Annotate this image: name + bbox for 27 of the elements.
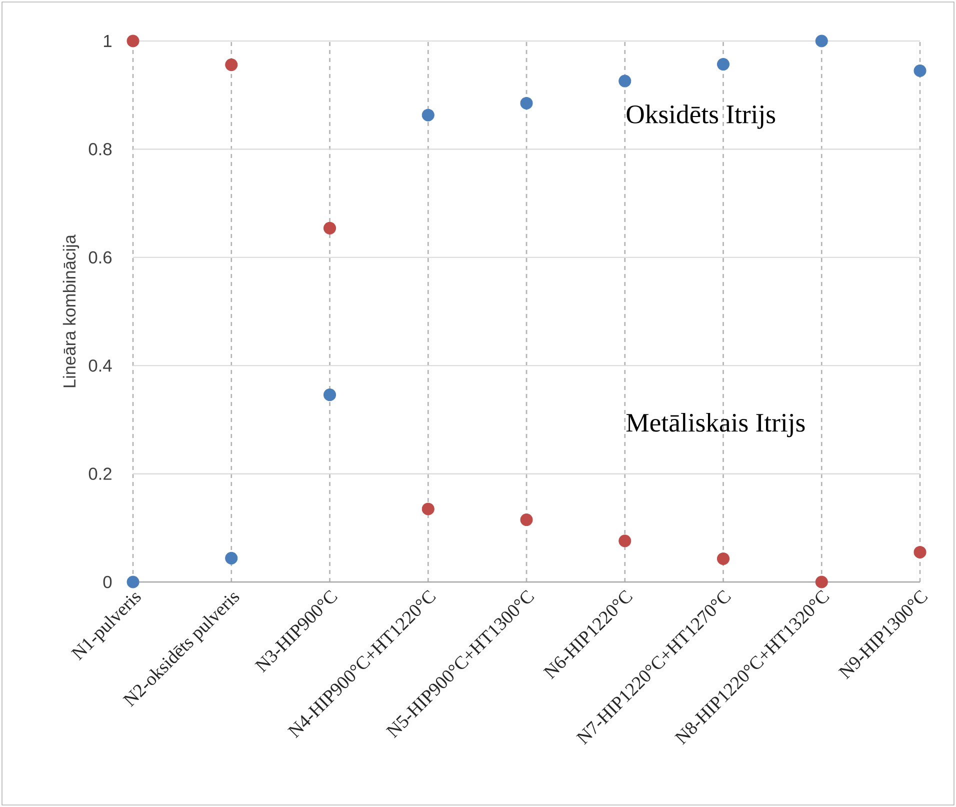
annotation: Metāliskais Itrijs: [626, 413, 805, 438]
point: [914, 546, 926, 559]
point: [520, 96, 533, 110]
point: [815, 34, 828, 48]
point: [422, 108, 434, 122]
point: [323, 388, 336, 402]
point: [422, 502, 434, 516]
y-tick-label: 0.4: [88, 359, 112, 372]
y-tick-label: 0.8: [88, 143, 112, 156]
y-tick-label: 1: [104, 35, 112, 47]
point: [716, 552, 730, 566]
point: [618, 74, 632, 88]
point: [323, 222, 336, 234]
point: [716, 58, 730, 71]
point: [618, 534, 632, 548]
y-tick-label: 0.6: [88, 251, 112, 264]
point: [520, 514, 533, 526]
annotation: Oksidēts Itrijs: [626, 104, 776, 129]
point: [225, 552, 238, 564]
point: [914, 64, 926, 78]
y-axis-title: Lineāra kombinācija: [62, 234, 80, 388]
y-tick-label: 0.2: [88, 468, 112, 480]
point: [815, 576, 828, 588]
point: [225, 58, 238, 72]
point: [126, 576, 140, 588]
point: [126, 34, 140, 48]
y-tick-label: 0: [103, 576, 112, 588]
